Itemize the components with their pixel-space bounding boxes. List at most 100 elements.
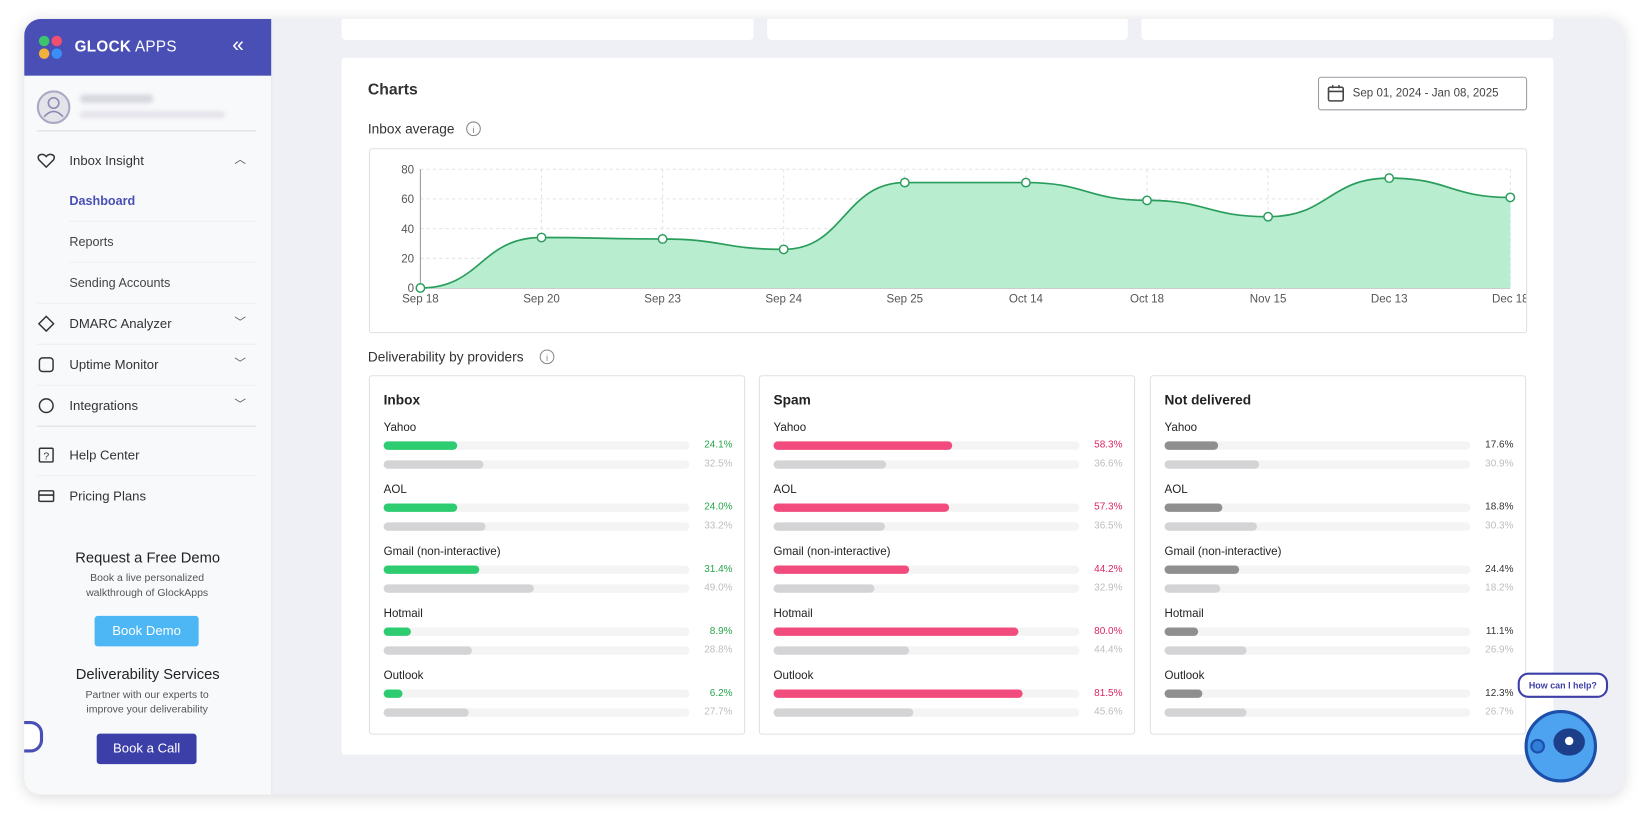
help-bubble[interactable]: How can I help? [1517,672,1609,698]
panel-title: Not delivered [1164,392,1252,408]
summary-card [767,18,1128,40]
x-tick-label: Sep 18 [402,294,439,306]
current-value: 80.0% [1094,625,1123,637]
nav-item[interactable]: Inbox Insight [69,153,144,169]
bar-track [383,503,690,512]
y-tick-label: 60 [401,194,414,206]
divider [36,425,257,427]
data-point [1142,195,1152,206]
bar-track [773,627,1080,636]
current-value: 17.6% [1485,439,1514,451]
data-point [415,283,426,293]
info-icon[interactable]: i [466,121,482,137]
brand: GLOCK APPS [75,39,177,56]
divider [36,475,257,477]
x-tick-label: Sep 24 [765,294,802,306]
data-point [657,234,668,244]
nav-item[interactable]: Pricing Plans [69,488,147,504]
collapse-button[interactable]: « [232,33,244,57]
panel-title: Spam [773,392,811,408]
previous-value: 44.4% [1094,644,1123,656]
nav-subitem[interactable]: Sending Accounts [69,275,171,291]
line-chart: 0 20 40 60 80 Sep 18 Sep 20 Sep 23 Sep 24 Sep 25 O… [401,164,1528,306]
current-bar [383,503,458,512]
heart-icon [37,153,56,169]
provider-panel: Inbox Yahoo 24.1% 32.5% AOL 24.0% 33.2% Gmail (… [368,375,746,735]
bar-track [383,522,690,531]
previous-bar [383,460,484,469]
square-icon [38,357,54,373]
chevron-down: ﹀ [234,316,246,329]
provider-panel: Not delivered Yahoo 17.6% 30.9% AOL 18.8% 30.3… [1149,375,1527,735]
panel-title: Inbox [383,392,421,408]
date-range: Sep 01, 2024 - Jan 08, 2025 [1352,87,1499,100]
previous-value: 45.6% [1094,706,1123,718]
current-value: 57.3% [1094,501,1123,513]
previous-value: 49.0% [704,582,733,594]
promo-text: Book a live personalized walkthrough of … [86,572,209,600]
blurred-user-email [79,111,225,118]
x-tick-label: Sep 20 [523,294,560,306]
summary-card [341,18,754,40]
provider-name: AOL [773,483,797,497]
current-bar [773,441,952,450]
info-icon[interactable]: i [539,349,555,365]
bar-track [1164,584,1471,593]
divider [36,302,257,304]
current-bar [773,503,949,512]
date-picker[interactable]: Sep 01, 2024 - Jan 08, 2025 [1317,76,1528,111]
previous-value: 18.2% [1485,582,1514,594]
nav-item[interactable]: Help Center [69,447,140,463]
avatar[interactable] [36,89,72,125]
current-value: 24.1% [704,439,733,451]
current-value: 44.2% [1094,563,1123,575]
previous-value: 30.9% [1485,458,1514,470]
nav-item[interactable]: Uptime Monitor [69,357,159,373]
brand-suffix: APPS [134,38,177,56]
bar-track [1164,708,1471,717]
provider-name: Hotmail [383,607,423,621]
bar-track [773,441,1080,450]
nav-subitem[interactable]: Reports [69,234,114,250]
calendar-icon [1327,85,1344,102]
bar-track [773,522,1080,531]
nav-item[interactable]: DMARC Analyzer [69,316,172,332]
book-demo-button[interactable]: Book Demo [94,615,199,647]
bar-track [773,460,1080,469]
chevron-up: ︿ [234,153,246,167]
divider [69,220,257,222]
nav-item[interactable]: Integrations [69,398,139,414]
chart-title: Inbox average [367,120,455,137]
chat-bot[interactable] [1523,708,1599,784]
previous-bar [1164,584,1221,593]
help-icon: ? [38,447,54,463]
y-tick-label: 80 [401,164,414,176]
line [420,177,1511,289]
x-tick-label: Nov 15 [1250,294,1287,306]
circle-icon [38,398,54,414]
previous-bar [383,646,472,655]
divider [69,261,257,263]
x-tick-label: Dec 13 [1371,294,1408,306]
bar-track [773,708,1080,717]
previous-value: 33.2% [704,520,733,532]
y-tick-label: 0 [408,283,414,295]
bar-track [773,584,1080,593]
sidebar-header: GLOCK APPS « [24,18,272,76]
bar-track [1164,627,1471,636]
bar-track [773,565,1080,574]
previous-bar [1164,460,1260,469]
current-value: 11.1% [1485,625,1514,637]
edge-widget[interactable] [24,720,44,753]
data-point [778,244,789,255]
provider-name: Outlook [1164,669,1205,683]
data-point [899,177,910,188]
x-tick-label: Dec 18 [1492,294,1526,306]
promo-title: Deliverability Services [75,665,220,683]
data-point [1020,177,1031,188]
book-call-button[interactable]: Book a Call [96,733,197,765]
nav-subitem-active[interactable]: Dashboard [69,193,136,209]
sidebar: GLOCK APPS « Inbox Insight ︿ Dashboard R… [24,18,273,795]
data-point [1384,173,1395,184]
